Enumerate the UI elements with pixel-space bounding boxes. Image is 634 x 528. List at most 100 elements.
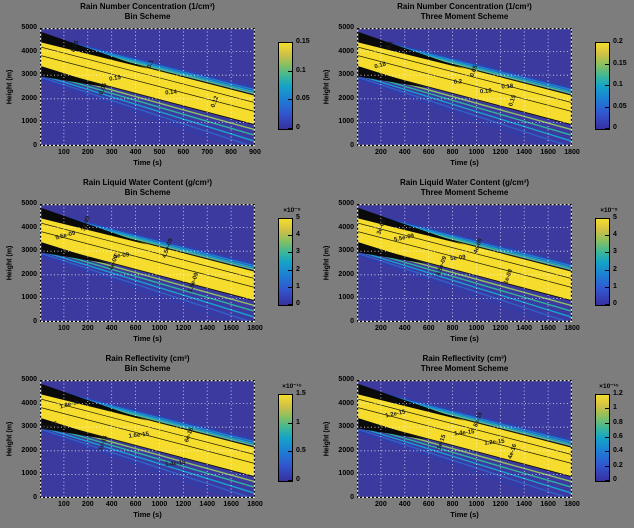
contour-plot-area: 0.15 0.14 0.05 0.1 0.12 0.05 [40,28,255,146]
x-tick-label: 700 [201,149,214,156]
x-tick-label: 600 [129,325,142,332]
y-axis-label: Height (m) [6,245,14,281]
colorbar-tick-label: 3 [296,248,300,256]
colorbar-tick-mark [288,286,292,288]
colorbar-tick-mark [605,451,609,453]
y-tick-label: 1000 [21,118,37,126]
contour-label: 0.1 [386,40,395,51]
contour-label: 1.4e-15 [165,460,187,468]
x-tick-label: 400 [398,325,411,332]
y-tick-label: 3000 [338,71,354,79]
subplot-2: Rain Liquid Water Content (g/cm³) Bin Sch… [0,176,317,352]
y-axis-label: Height (m) [6,421,14,457]
contour-label: 1e-15 [98,435,109,452]
contour-label: 5.5e-09 [55,230,77,241]
x-tick-label: 1400 [516,325,532,332]
x-tick-label: 1400 [199,325,215,332]
x-axis-label: Time (s) [133,510,162,519]
x-tick-label: 1000 [151,501,168,508]
colorbar [595,218,610,306]
contour-label: 8e-16 [473,411,484,428]
plot-subtitle: Bin Scheme [124,364,171,373]
colorbar-tick-mark [605,286,609,288]
contour-label: 0.05 [71,39,81,53]
plot-subtitle: Bin Scheme [124,12,171,21]
contour-label: 0.05 [469,64,479,78]
x-tick-label: 600 [422,149,435,156]
x-tick-label: 200 [375,149,387,156]
contour-label: 5.5e-09 [394,233,416,243]
y-tick-label: 3000 [338,247,354,255]
x-tick-label: 1400 [516,501,532,508]
contour-label: 0.2 [454,79,463,86]
y-tick-label: 3000 [21,71,37,79]
colorbar-tick-label: 1 [613,404,617,412]
colorbar-tick-label: 0 [296,300,300,307]
y-tick-label: 2000 [21,446,37,454]
x-tick-label: 1400 [516,149,532,156]
plot-subtitle: Three Moment Scheme [420,12,509,21]
colorbar-tick-mark [288,480,292,481]
y-tick-label: 5000 [21,24,37,31]
plot-subtitle: Bin Scheme [124,188,171,197]
y-tick-label: 2000 [21,94,37,102]
x-tick-label: 1600 [540,325,556,332]
contour-label: 0.18 [501,84,514,91]
y-tick-label: 1000 [338,470,354,478]
x-tick-label: 600 [129,501,142,508]
subplot-4: Rain Reflectivity (cm³) Bin Scheme 1.8e-15… [0,352,317,528]
y-tick-label: 5000 [21,376,37,383]
plot-title: Rain Reflectivity (cm³) [422,354,507,363]
colorbar-tick-mark [288,451,292,453]
colorbar [278,42,293,130]
colorbar [278,394,293,482]
x-tick-label: 1800 [247,501,263,508]
y-tick-label: 1000 [338,294,354,302]
colorbar-tick-label: 0.15 [296,38,310,45]
contour-plot-area: 1.2e-15 1.4e-15 1.2e-15 1e-15 8e-16 4e-16 [357,380,572,498]
contour-label: 6e-16 [184,426,195,443]
colorbar-exponent-label: ×10⁻⁹ [600,207,618,214]
x-tick-label: 800 [225,149,237,156]
y-tick-label: 1000 [338,118,354,126]
x-tick-label: 400 [398,149,411,156]
contour-label: 0.15 [109,75,122,83]
colorbar-tick-label: 5 [613,214,617,221]
y-tick-label: 1000 [21,470,37,478]
contour-label: 1e-09 [503,268,514,285]
y-axis-label: Height (m) [323,69,331,105]
colorbar [278,218,293,306]
colorbar-tick-label: 2 [613,265,617,273]
subplot-3: Rain Liquid Water Content (g/cm³) Three M… [317,176,634,352]
y-tick-label: 0 [33,494,37,501]
x-tick-label: 200 [81,325,94,332]
colorbar-tick-mark [605,480,609,481]
colorbar-tick-label: 0.1 [613,81,623,88]
colorbar-tick-mark [605,42,609,43]
x-axis-label: Time (s) [450,158,479,167]
contour-label: 0.18 [480,88,493,95]
colorbar-tick-mark [605,465,609,467]
y-tick-label: 4000 [338,399,354,407]
colorbar-tick-label: 1 [296,418,300,426]
plot-title: Rain Number Concentration (1/cm³) [80,2,215,11]
y-tick-label: 2000 [21,270,37,278]
colorbar-tick-label: 0 [296,476,300,483]
contour-label: 3e-09 [81,215,92,232]
colorbar-tick-mark [288,99,292,101]
x-tick-label: 200 [375,325,387,332]
x-tick-label: 400 [105,325,118,332]
contour-label: 4e-16 [508,443,519,460]
colorbar-tick-label: 5 [296,214,300,221]
colorbar-tick-label: 0.05 [613,102,627,110]
y-tick-label: 5000 [21,200,37,207]
colorbar-tick-mark [605,252,609,254]
plot-subtitle: Three Moment Scheme [420,364,509,373]
y-tick-label: 0 [350,142,354,149]
x-tick-label: 1200 [175,501,192,508]
y-tick-label: 2000 [338,446,354,454]
y-tick-label: 5000 [338,24,354,31]
contour-label: 1.2e-15 [385,409,407,419]
contour-label: 4e-09 [473,237,484,254]
colorbar-tick-mark [605,128,609,129]
